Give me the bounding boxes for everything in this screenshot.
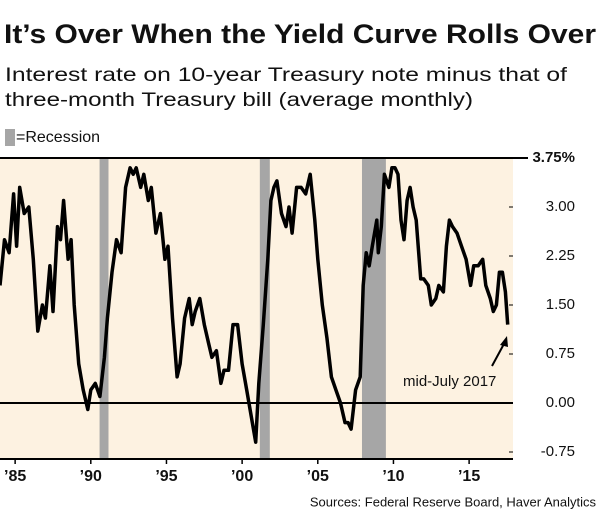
legend-label: =Recession <box>16 129 100 146</box>
y-tick-label: -0.75 <box>541 443 575 460</box>
legend-swatch <box>5 129 15 146</box>
y-tick-label: 3.75% <box>532 149 575 166</box>
y-tick-label: 1.50 <box>546 296 575 313</box>
y-tick-label: 0.00 <box>546 394 575 411</box>
subtitle: three-month Treasury bill (average month… <box>5 90 473 111</box>
y-tick-label: 3.00 <box>546 198 575 215</box>
x-tick-label: ’85 <box>4 468 26 485</box>
source: Sources: Federal Reserve Board, Haver An… <box>310 494 597 509</box>
recession-band <box>99 158 109 459</box>
data-line <box>0 166 510 444</box>
y-tick-label: 0.75 <box>546 345 575 362</box>
y-tick-label: 2.25 <box>546 247 575 264</box>
chart-title: It’s Over When the Yield Curve Rolls Ove… <box>4 19 597 49</box>
x-tick-label: ’05 <box>307 468 329 485</box>
annotation: mid-July 2017 <box>403 373 496 390</box>
annotation-arrowhead <box>500 336 508 347</box>
subtitle: Interest rate on 10-year Treasury note m… <box>5 65 568 86</box>
x-tick-label: ’00 <box>231 468 253 485</box>
x-tick-label: ’15 <box>458 468 480 485</box>
x-tick-label: ’90 <box>80 468 102 485</box>
x-tick-label: ’10 <box>382 468 404 485</box>
annotation-arrow <box>491 341 506 367</box>
x-tick-label: ’95 <box>155 468 177 485</box>
